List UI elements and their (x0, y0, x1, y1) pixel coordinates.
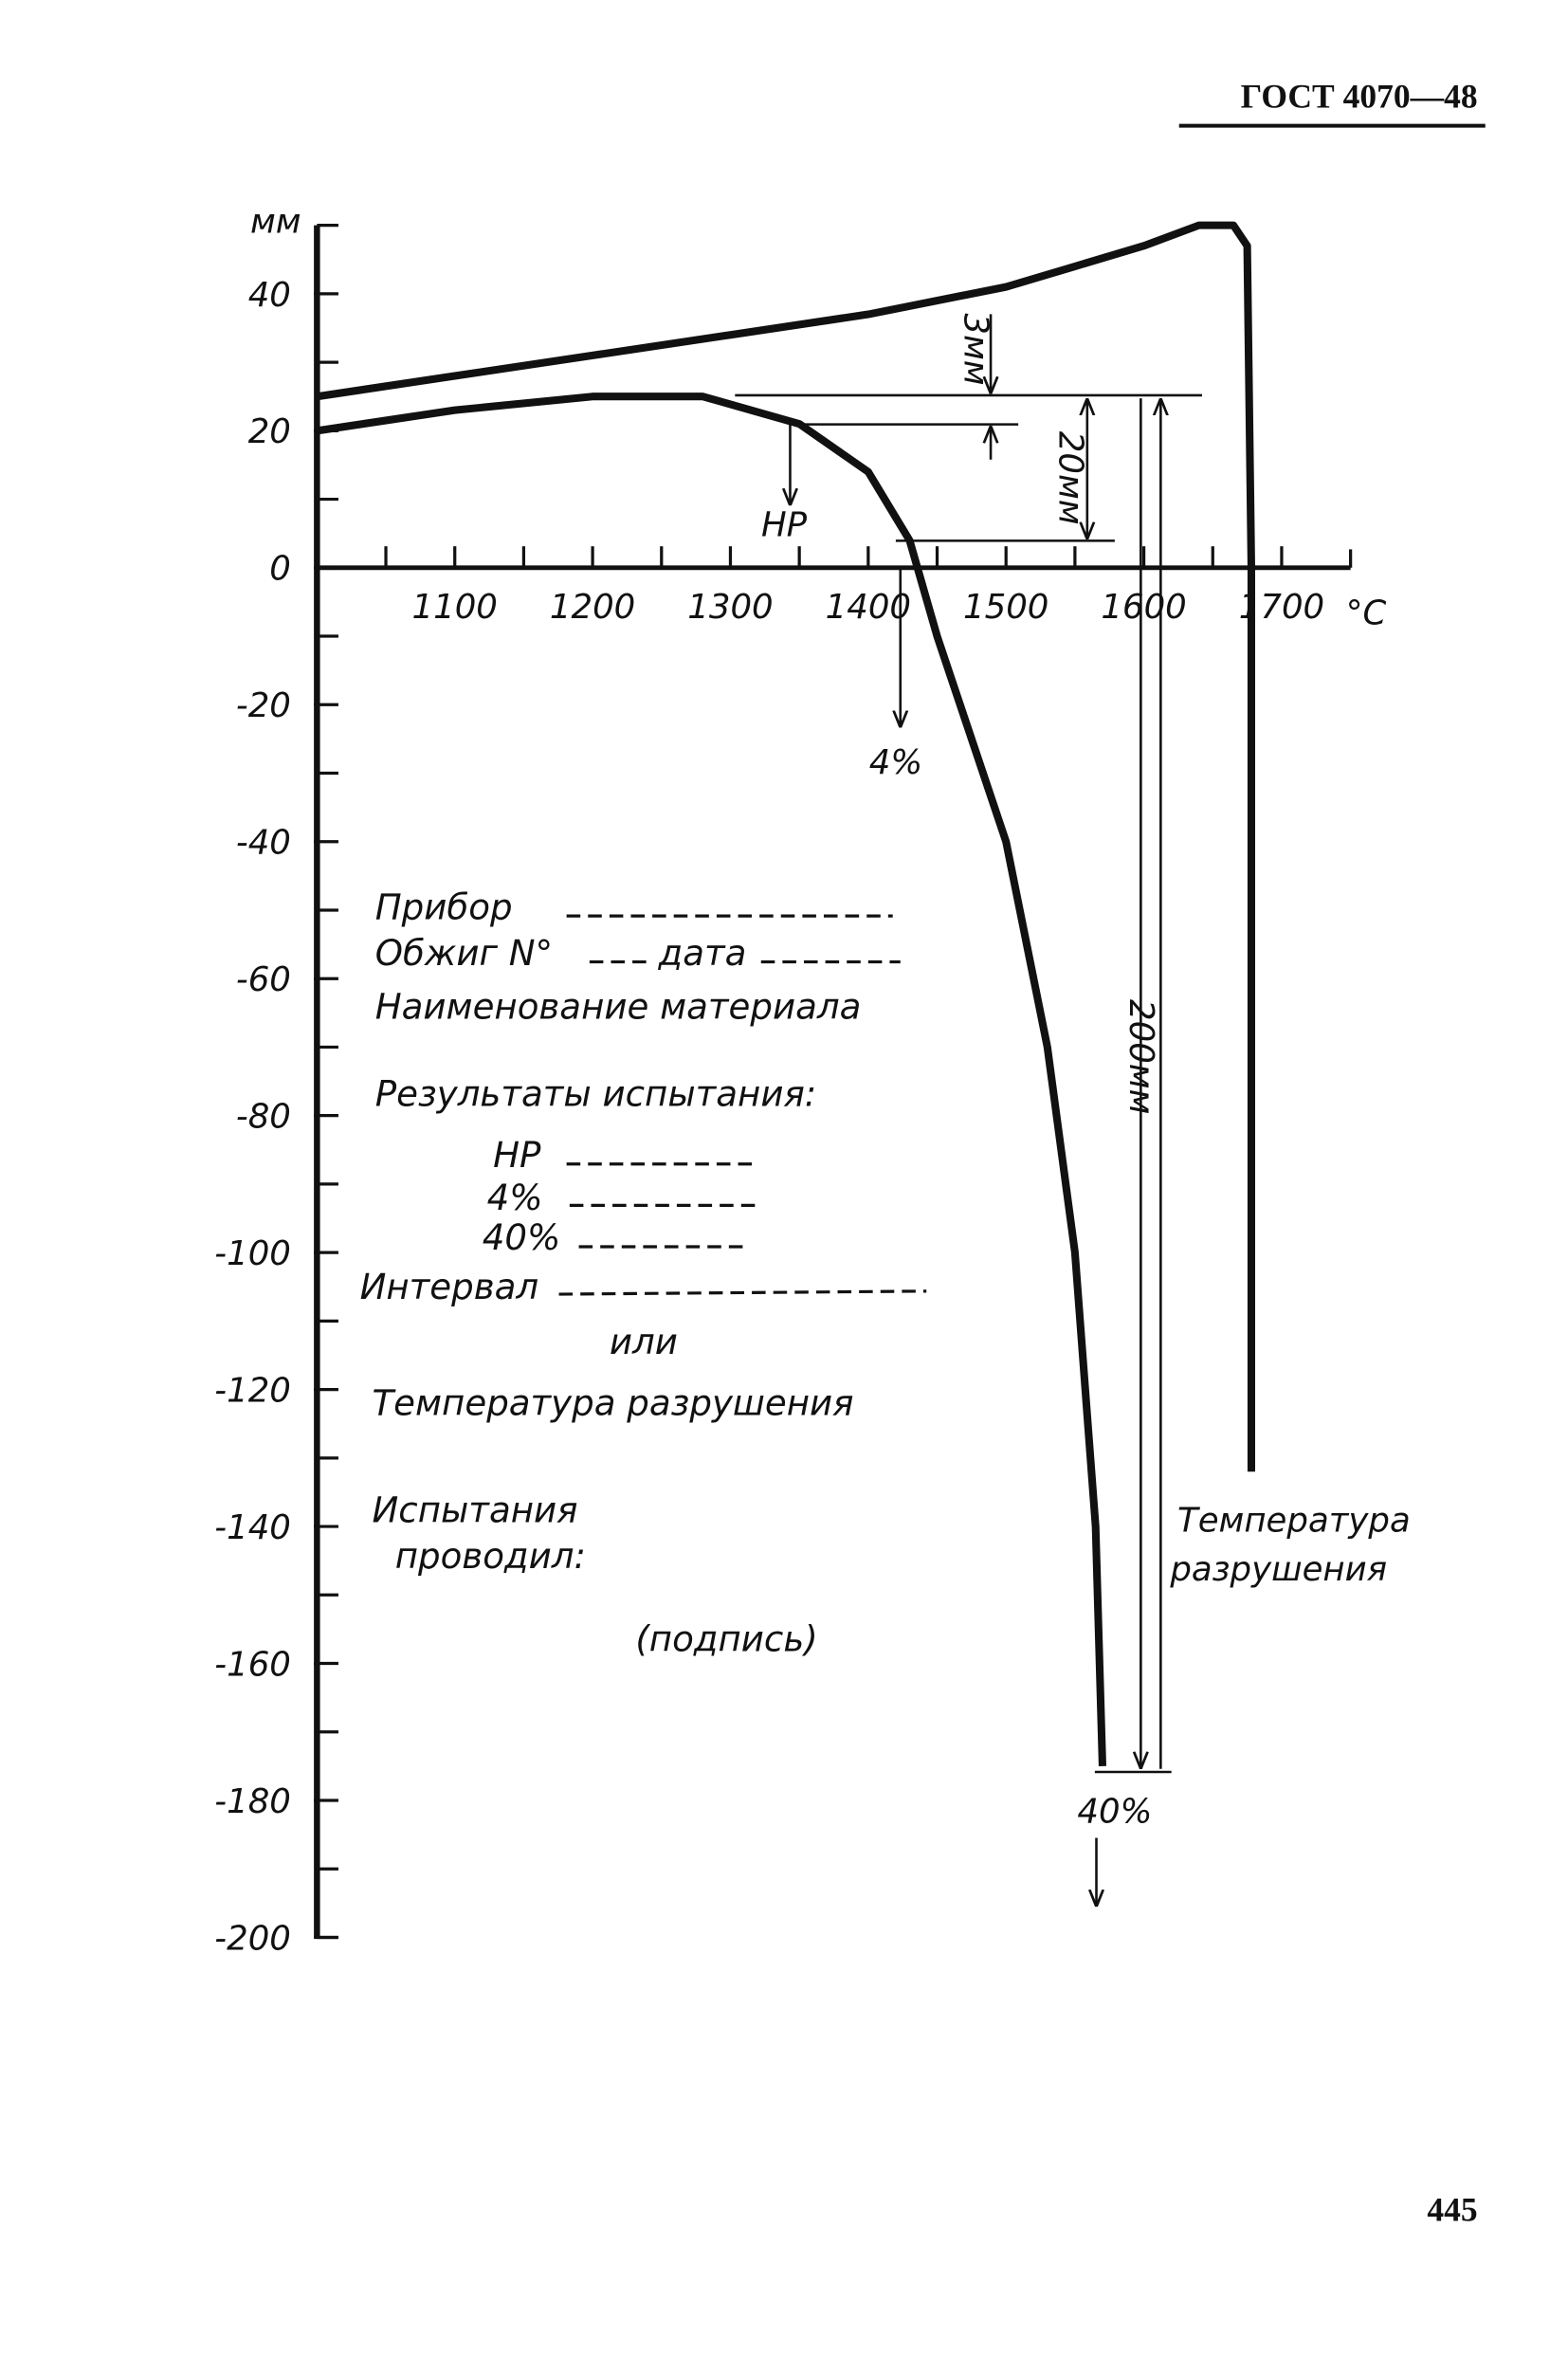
y-tick-label: -120 (214, 1372, 291, 1411)
x-tick-label: 1200 (550, 588, 635, 627)
form-40: 40% (483, 1217, 561, 1258)
x-unit: °C (1346, 594, 1387, 633)
y-tick-label: 40 (248, 276, 291, 315)
y-tick-label: -20 (236, 686, 291, 725)
annotation: 4% (869, 743, 922, 782)
form-device: Прибор (375, 886, 513, 927)
x-tick-label: 1500 (963, 588, 1048, 627)
x-tick-label: 1400 (826, 588, 911, 627)
header: ГОСТ 4070—48 (1241, 77, 1478, 115)
y-tick-label: -60 (236, 960, 291, 999)
form-date: дата (658, 933, 747, 974)
dimension-lines (735, 314, 1202, 1908)
y-tick-label: -80 (236, 1098, 291, 1137)
y-tick-label: -160 (214, 1645, 291, 1684)
curve (316, 393, 1107, 1766)
form-firing: Обжиг N° (375, 933, 553, 974)
form: Прибор Обжиг N° дата Наименование матери… (360, 886, 927, 1659)
y-tick-label: -40 (236, 824, 291, 863)
y-tick-label: -200 (214, 1919, 291, 1958)
y-tick-label: -140 (214, 1508, 291, 1547)
form-4: 4% (487, 1178, 543, 1218)
form-material: Наименование материала (375, 986, 862, 1027)
y-tick-label: 0 (269, 550, 291, 589)
form-tested: Испытания (373, 1490, 578, 1531)
form-results: Результаты испытания: (375, 1073, 817, 1114)
page-number: 445 (1427, 2190, 1477, 2228)
y-tick-label: -100 (214, 1234, 291, 1273)
x-tick-label: 1100 (412, 588, 498, 627)
annotation: 200мм (1121, 999, 1160, 1114)
form-hp: НР (493, 1135, 541, 1176)
annotation: Температура (1177, 1501, 1411, 1540)
y-axis-label: мм (250, 203, 301, 242)
form-signature: (подпись) (635, 1618, 817, 1659)
annotation: 20мм (1051, 431, 1090, 525)
x-tick-label: 1600 (1101, 588, 1186, 627)
y-tick-label: 20 (248, 412, 291, 451)
annotation: 3мм (957, 313, 995, 385)
annotation: 40% (1077, 1792, 1152, 1831)
form-or: или (610, 1322, 678, 1362)
annotation: разрушения (1169, 1550, 1387, 1589)
form-tested: проводил: (395, 1536, 586, 1577)
form-destruction: Температура разрушения (373, 1383, 854, 1424)
annotation: НР (761, 506, 808, 545)
curve (316, 221, 1256, 1472)
form-interval: Интервал (360, 1267, 539, 1307)
x-tick-label: 1300 (687, 588, 773, 627)
y-tick-label: -180 (214, 1782, 291, 1821)
